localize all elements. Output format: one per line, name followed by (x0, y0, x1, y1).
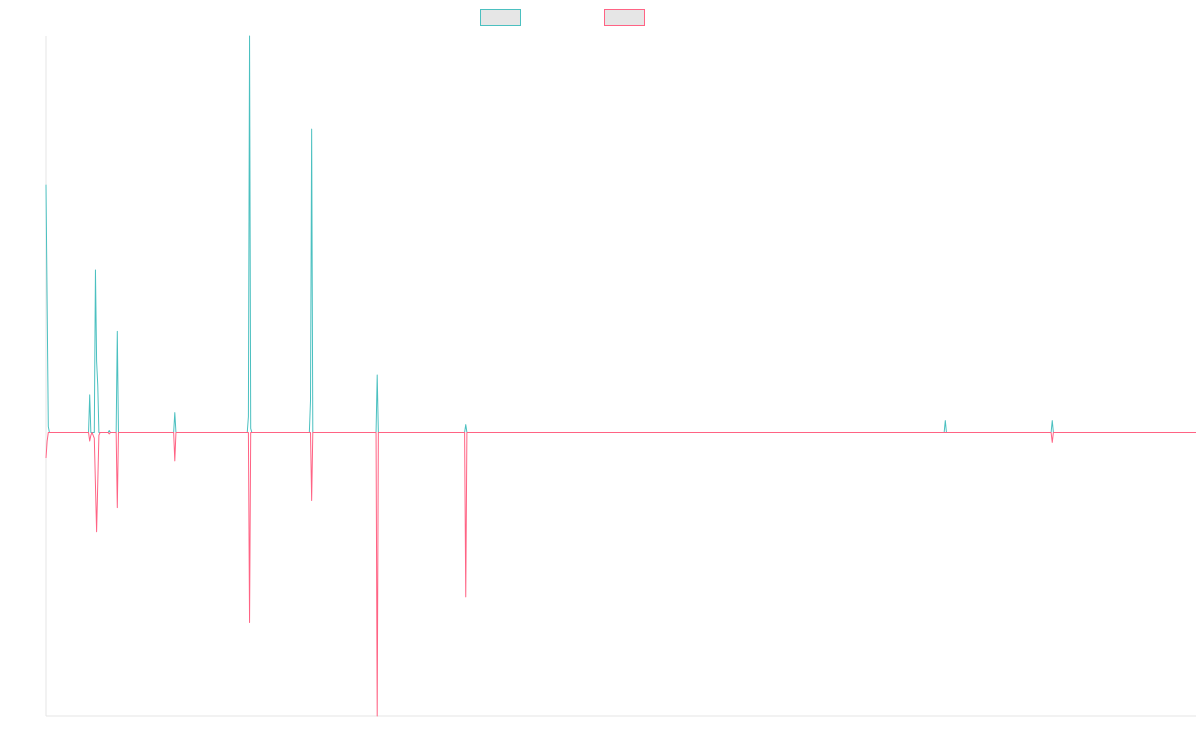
legend-swatch-1 (480, 9, 521, 26)
series-line-1 (45, 35, 1196, 433)
series-line-2 (45, 432, 1196, 717)
legend (480, 9, 645, 26)
legend-swatch-2 (604, 9, 645, 26)
series-layer (45, 35, 1196, 717)
legend-item-1[interactable] (480, 9, 521, 26)
legend-item-2[interactable] (604, 9, 645, 26)
